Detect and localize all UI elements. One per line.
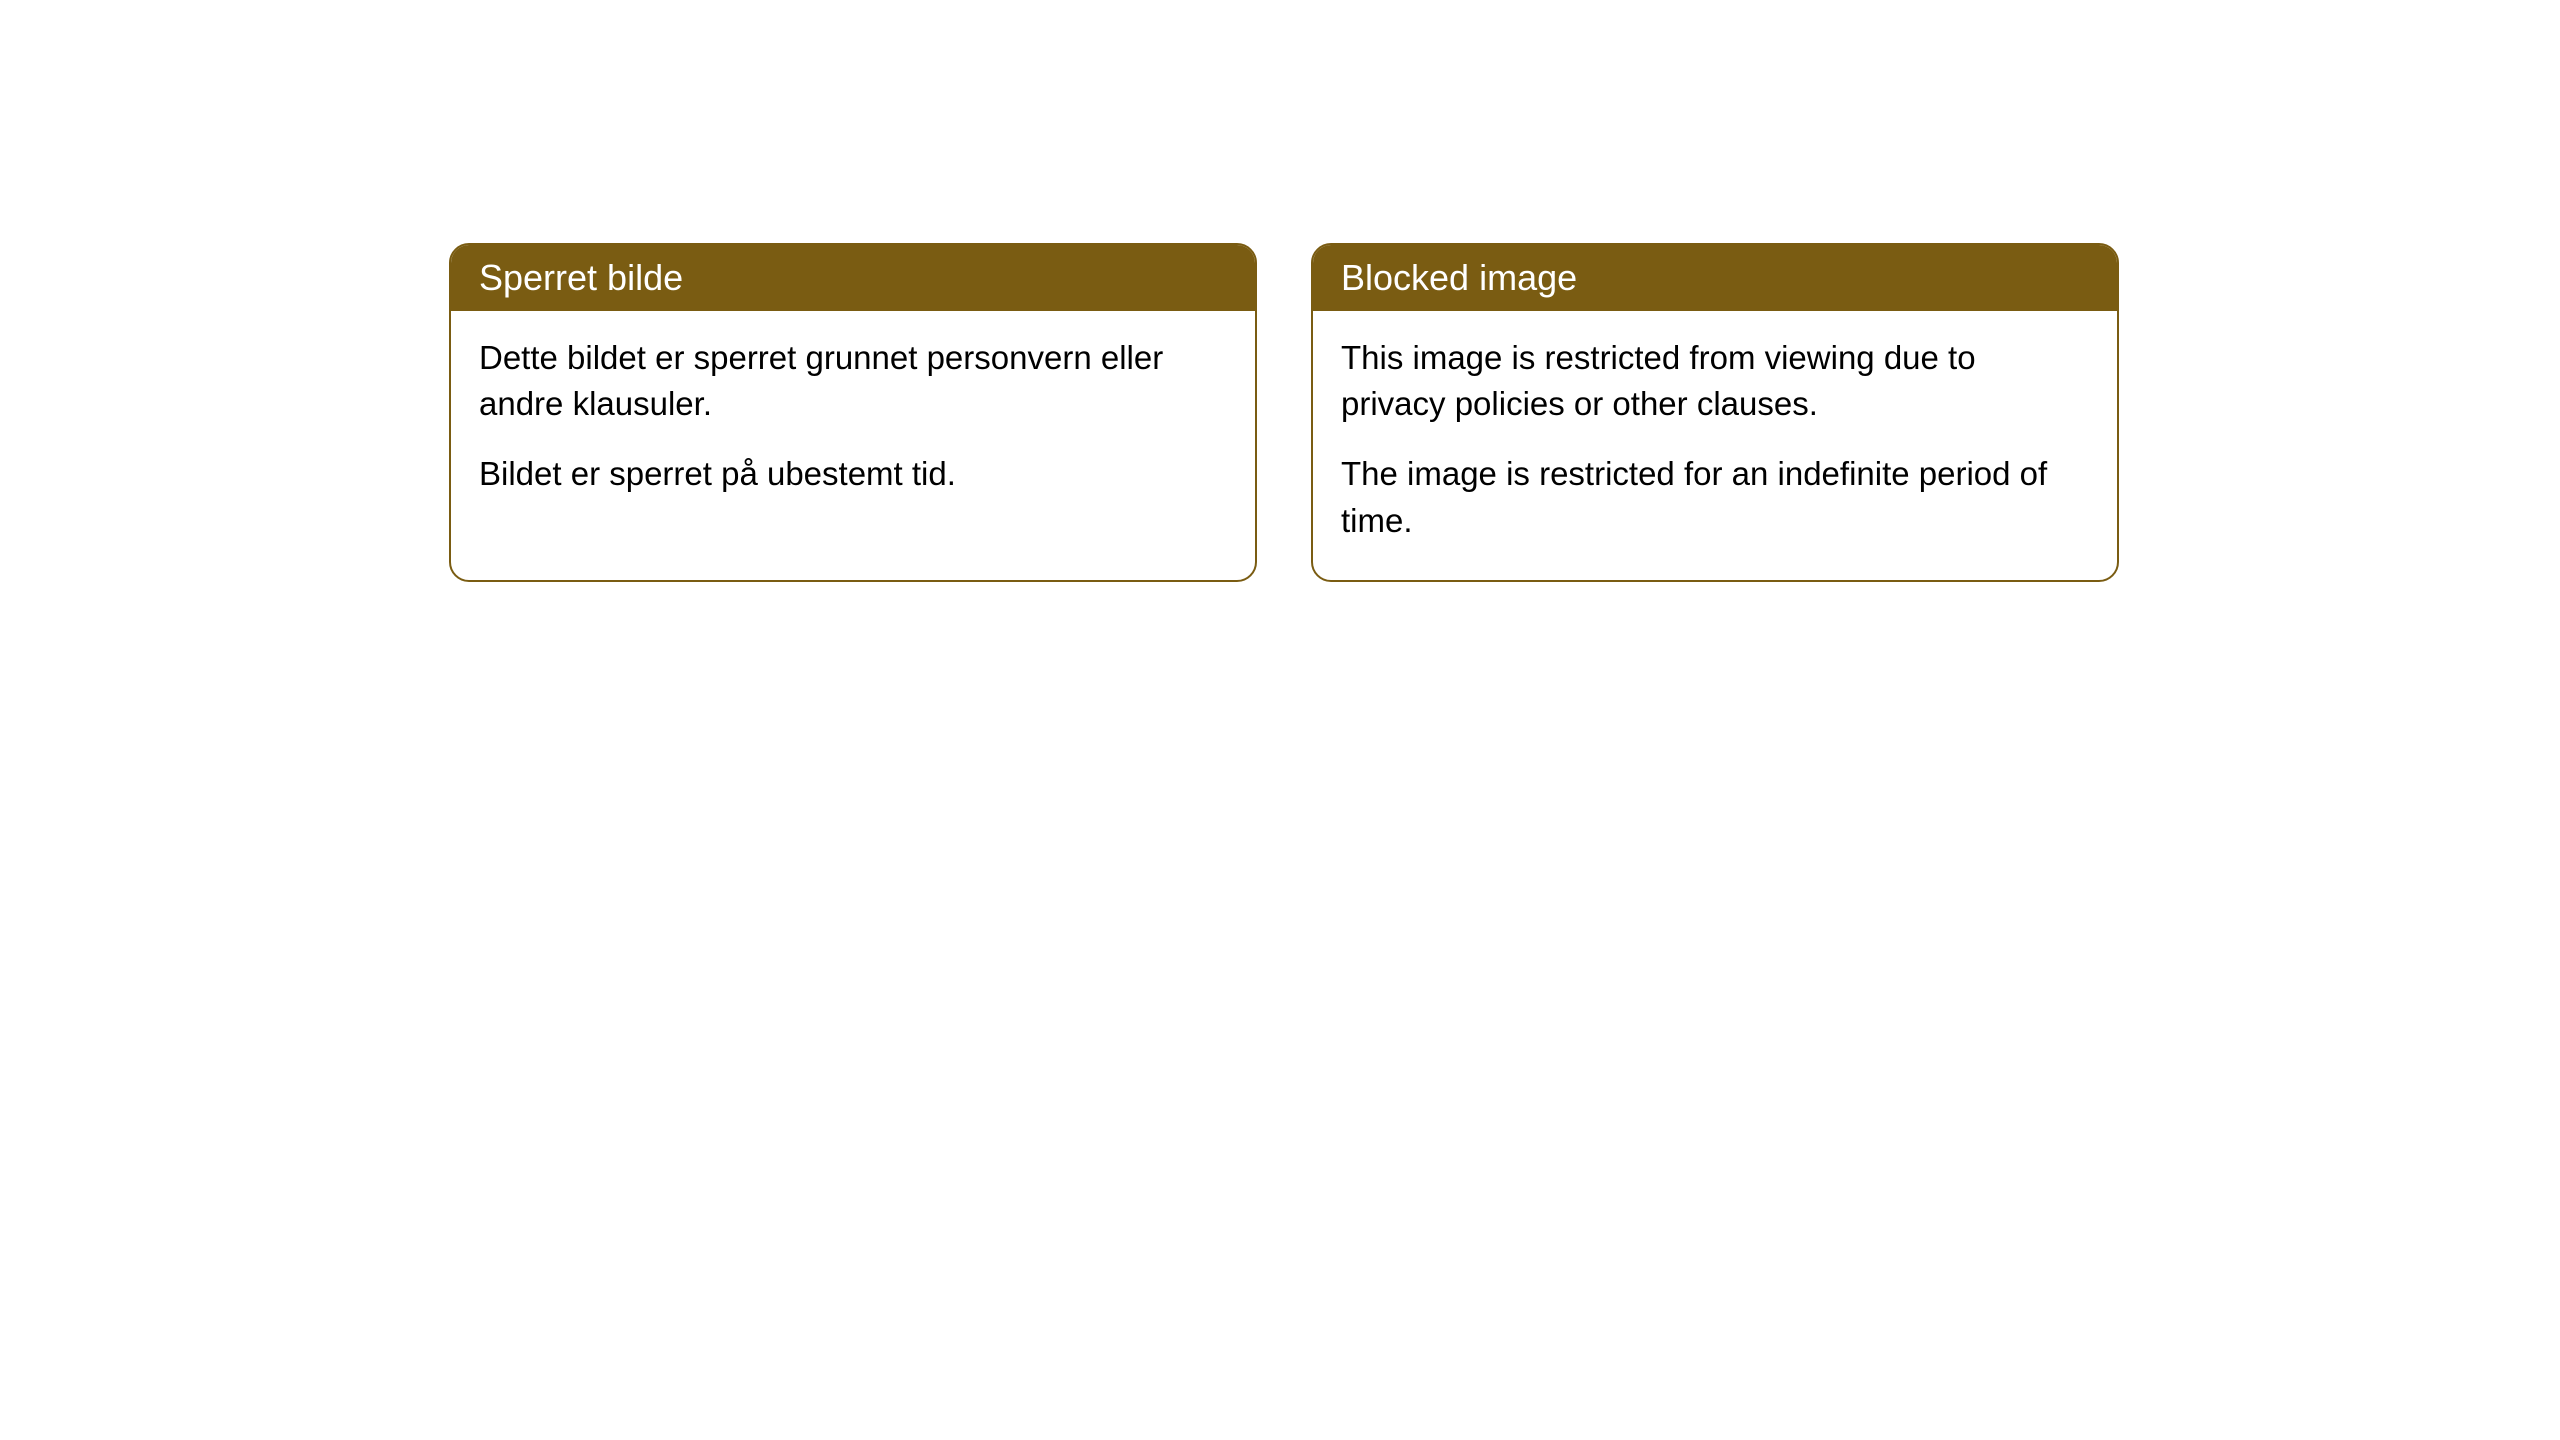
card-header-english: Blocked image <box>1313 245 2117 311</box>
card-paragraph: This image is restricted from viewing du… <box>1341 335 2089 427</box>
card-header-norwegian: Sperret bilde <box>451 245 1255 311</box>
card-title: Sperret bilde <box>479 257 683 298</box>
card-paragraph: Dette bildet er sperret grunnet personve… <box>479 335 1227 427</box>
notice-cards-container: Sperret bilde Dette bildet er sperret gr… <box>449 243 2119 582</box>
card-body-english: This image is restricted from viewing du… <box>1313 311 2117 580</box>
card-paragraph: The image is restricted for an indefinit… <box>1341 451 2089 543</box>
notice-card-english: Blocked image This image is restricted f… <box>1311 243 2119 582</box>
card-paragraph: Bildet er sperret på ubestemt tid. <box>479 451 1227 497</box>
notice-card-norwegian: Sperret bilde Dette bildet er sperret gr… <box>449 243 1257 582</box>
card-body-norwegian: Dette bildet er sperret grunnet personve… <box>451 311 1255 534</box>
card-title: Blocked image <box>1341 257 1577 298</box>
